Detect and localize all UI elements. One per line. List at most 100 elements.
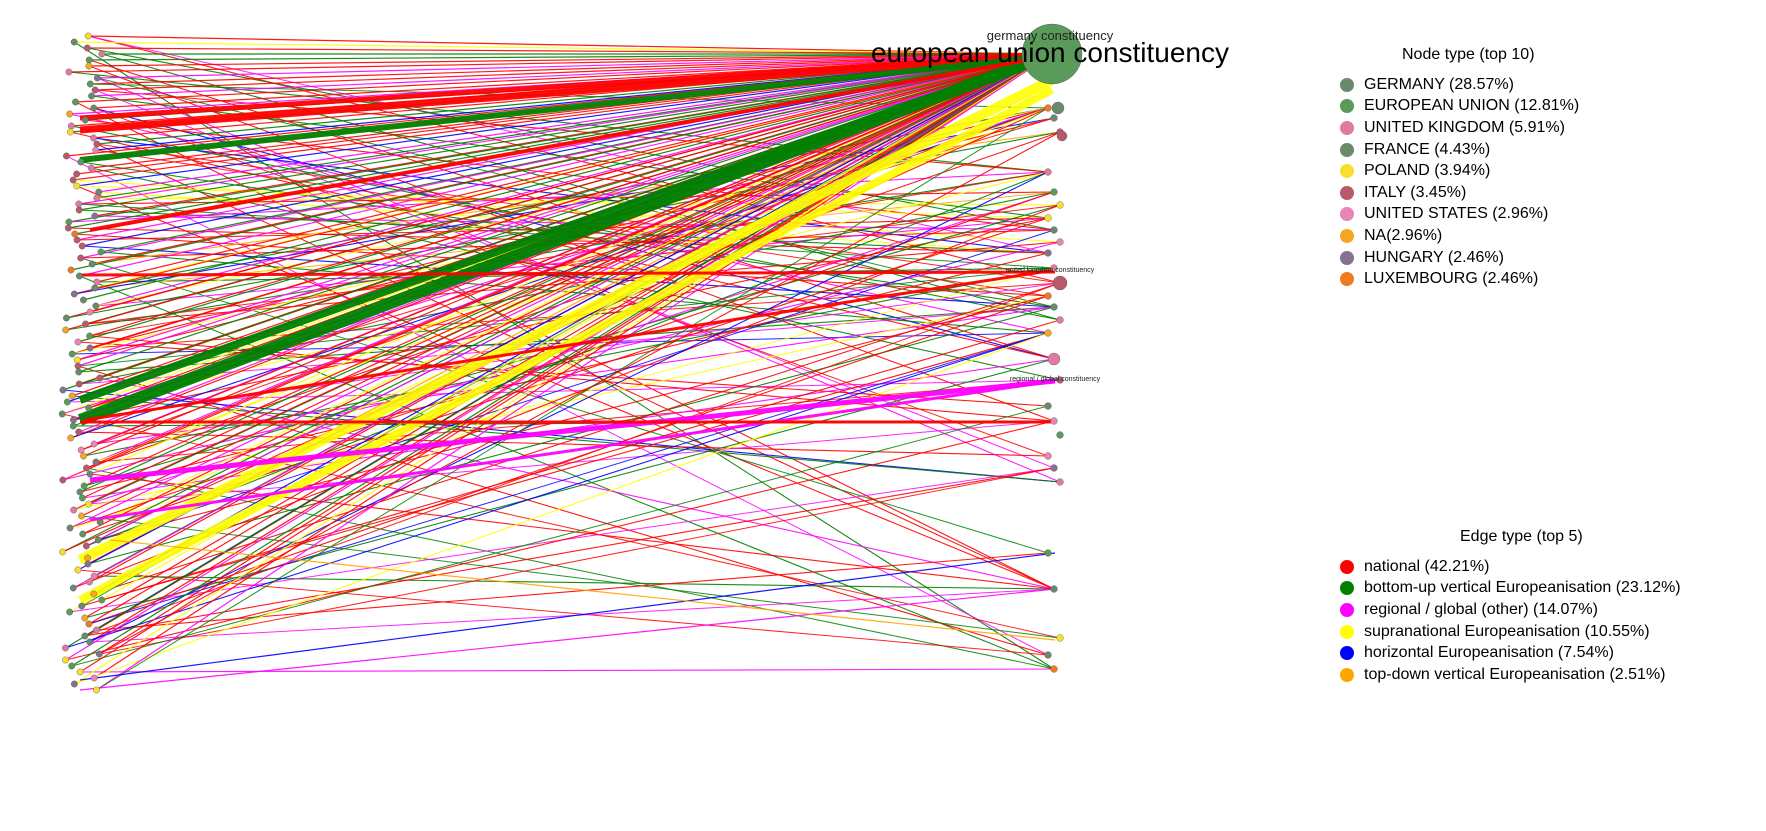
node-legend-swatch [1340, 77, 1354, 92]
node [59, 476, 67, 484]
edge [83, 267, 1055, 457]
node [98, 596, 106, 604]
node [1056, 238, 1064, 246]
edge [81, 515, 1061, 639]
edge [98, 229, 1055, 541]
edge [84, 467, 1055, 637]
node [1044, 104, 1052, 112]
node [68, 392, 76, 400]
edge [78, 431, 1049, 457]
edge [78, 50, 1054, 404]
node [1056, 201, 1064, 209]
edges-layer [62, 35, 1061, 691]
node [79, 494, 86, 502]
edge [87, 47, 1053, 55]
edge [73, 53, 1053, 511]
node [1052, 275, 1068, 291]
node-legend-swatch [1340, 272, 1354, 287]
node-legend-swatch [1340, 228, 1354, 243]
node [69, 422, 77, 430]
node [94, 536, 102, 544]
node [86, 578, 93, 586]
hub-label-united-kingdom-constituency: united kingdom constituency [1006, 267, 1095, 274]
node [87, 164, 95, 172]
node-legend-title: Node type (top 10) [1402, 46, 1535, 63]
edge [90, 53, 1053, 85]
edge [65, 53, 1053, 661]
node [90, 440, 98, 448]
edge [99, 131, 1061, 655]
node [90, 590, 98, 598]
edge [68, 53, 1053, 73]
node [64, 224, 72, 232]
node [70, 506, 78, 514]
edge [77, 75, 1055, 565]
edge-type-legend: Edge type (top 5) national (42.21%) botto… [1340, 528, 1740, 686]
edge-legend-item: top-down vertical Europeanisation (2.51%… [1340, 664, 1740, 686]
node-legend-label: NA(2.96%) [1364, 226, 1443, 244]
node [74, 566, 82, 574]
node-legend-label: LUXEMBOURG (2.46%) [1364, 270, 1539, 288]
node-legend-item: ITALY (3.45%) [1340, 182, 1700, 204]
edge [69, 53, 1053, 529]
node [70, 416, 77, 424]
node [63, 152, 70, 160]
node [65, 68, 73, 76]
node-legend-item: UNITED STATES (2.96%) [1340, 204, 1700, 226]
edge-legend-label: national (42.21%) [1364, 557, 1490, 575]
node [63, 398, 71, 406]
node [1050, 264, 1058, 272]
node-legend-item: FRANCE (4.43%) [1340, 139, 1700, 161]
edge [96, 53, 1053, 283]
node [93, 626, 100, 634]
node [75, 380, 83, 388]
node [85, 62, 93, 70]
edge [98, 295, 1049, 541]
node [66, 608, 74, 616]
node-legend-label: EUROPEAN UNION (12.81%) [1364, 97, 1580, 115]
node [81, 632, 89, 640]
edge [79, 51, 1053, 121]
node [83, 44, 91, 52]
node [1050, 188, 1058, 196]
edge [79, 552, 1056, 681]
node [91, 86, 99, 94]
hub-node [1021, 23, 1083, 85]
node [83, 464, 90, 472]
edge [77, 53, 1053, 361]
node [74, 362, 82, 370]
edge [89, 379, 1056, 522]
node [66, 128, 74, 136]
edge [84, 358, 1055, 619]
node [68, 662, 76, 670]
node [1056, 431, 1064, 439]
edge [94, 107, 1049, 289]
node [1044, 249, 1052, 257]
edge [84, 268, 1056, 422]
node [1044, 549, 1052, 557]
node [76, 668, 84, 676]
edge [96, 143, 1061, 284]
node [82, 542, 90, 550]
edge [88, 35, 1053, 55]
edge [81, 53, 1053, 517]
edge [94, 575, 1055, 590]
edge [95, 53, 1053, 91]
node [75, 200, 83, 208]
edge [82, 53, 1053, 535]
node [93, 686, 100, 694]
node [66, 524, 74, 532]
node [92, 302, 100, 310]
node-legend-item: NA(2.96%) [1340, 225, 1700, 247]
node [1056, 316, 1064, 324]
node [96, 518, 104, 526]
node [1050, 464, 1058, 472]
node [86, 344, 94, 352]
edge [88, 53, 1053, 67]
node [76, 272, 83, 280]
edge [77, 53, 1053, 343]
node [75, 428, 83, 436]
edge [89, 378, 1056, 483]
node [78, 242, 86, 250]
